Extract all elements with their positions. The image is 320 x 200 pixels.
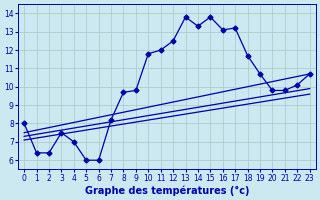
X-axis label: Graphe des températures (°c): Graphe des températures (°c): [85, 185, 249, 196]
